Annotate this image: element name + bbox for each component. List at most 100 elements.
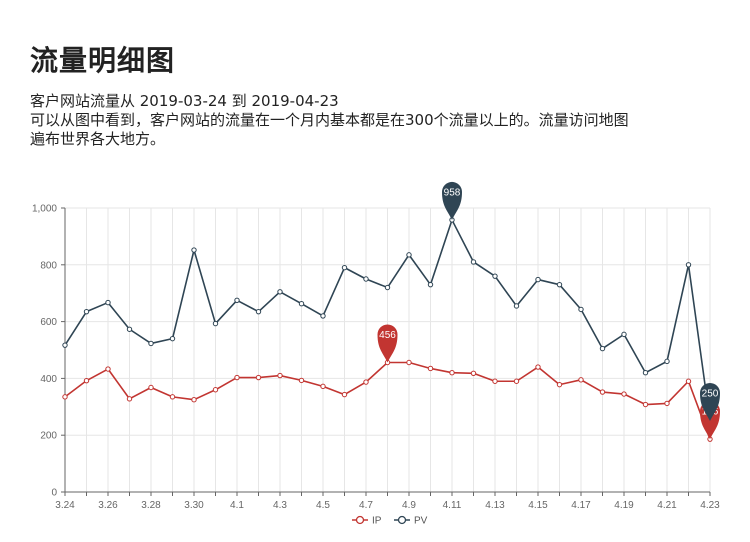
- data-point-pv[interactable]: [255, 308, 262, 315]
- pin-label: 456: [379, 330, 396, 341]
- data-point-pv[interactable]: [599, 345, 606, 352]
- y-tick-label: 800: [40, 260, 57, 271]
- data-point-pv[interactable]: [578, 306, 584, 313]
- data-point-ip[interactable]: [492, 378, 498, 384]
- data-point-pv[interactable]: [664, 358, 670, 365]
- data-point-ip[interactable]: [255, 374, 262, 381]
- data-point-pv[interactable]: [427, 281, 434, 288]
- data-point-pv[interactable]: [535, 276, 541, 283]
- x-tick-label: 3.24: [55, 500, 75, 511]
- data-point-ip[interactable]: [277, 372, 283, 379]
- legend-item-pv[interactable]: PV: [394, 516, 428, 527]
- data-point-pv[interactable]: [492, 273, 498, 279]
- data-point-ip[interactable]: [599, 389, 606, 395]
- data-point-pv[interactable]: [148, 340, 154, 347]
- y-tick-label: 400: [40, 374, 57, 385]
- data-point-pv[interactable]: [513, 303, 520, 309]
- legend: IP PV: [352, 516, 428, 527]
- data-point-ip[interactable]: [234, 374, 240, 381]
- data-point-ip[interactable]: [664, 400, 670, 407]
- axes: 0 200 400 600 800 1,000 3.24 3.26 3.28 3.30 4.1 4.3…: [32, 204, 720, 512]
- data-point-pv[interactable]: [341, 264, 348, 271]
- data-point-ip[interactable]: [685, 378, 692, 384]
- x-tick-label: 4.13: [485, 500, 505, 511]
- data-point-ip[interactable]: [298, 377, 305, 384]
- x-tick-label: 4.5: [316, 500, 330, 511]
- data-point-ip[interactable]: [191, 397, 197, 403]
- description-line-2: 可以从图中看到，客户网站的流量在一个月内基本都是在300个流量以上的。流量访问地…: [30, 110, 629, 129]
- y-tick-label: 1,000: [32, 204, 57, 215]
- data-point-pv[interactable]: [105, 299, 111, 306]
- data-point-pv[interactable]: [621, 331, 627, 338]
- data-point-pv[interactable]: [62, 342, 68, 348]
- pin-label: 958: [444, 187, 461, 198]
- y-tick-label: 200: [40, 431, 57, 442]
- x-tick-label: 4.9: [402, 500, 416, 511]
- x-tick-label: 3.30: [184, 500, 204, 511]
- legend-item-ip[interactable]: IP: [352, 516, 382, 527]
- y-tick-label: 0: [51, 488, 57, 499]
- data-point-ip[interactable]: [406, 359, 412, 366]
- data-point-ip[interactable]: [513, 378, 520, 384]
- page-description: 客户网站流量从 2019-03-24 到 2019-04-23 可以从图中看到，…: [30, 92, 730, 149]
- data-point-ip[interactable]: [578, 377, 584, 383]
- pin-shape: [377, 324, 398, 363]
- data-point-ip[interactable]: [105, 366, 111, 372]
- min-pin-pv: 250: [700, 383, 720, 421]
- legend-label: IP: [372, 516, 382, 527]
- x-tick-label: 4.15: [528, 500, 548, 511]
- data-point-pv[interactable]: [126, 326, 133, 332]
- data-point-ip[interactable]: [470, 370, 477, 376]
- pin-shape: [700, 383, 720, 421]
- data-point-pv[interactable]: [556, 281, 563, 288]
- data-point-ip[interactable]: [62, 394, 68, 400]
- data-point-pv[interactable]: [363, 276, 369, 282]
- page-title: 流量明细图: [30, 44, 176, 77]
- data-point-pv[interactable]: [277, 289, 283, 295]
- data-point-ip[interactable]: [320, 383, 326, 390]
- data-point-ip[interactable]: [126, 396, 133, 402]
- x-tick-label: 4.11: [443, 500, 462, 511]
- x-tick-label: 4.3: [273, 500, 287, 511]
- data-point-pv[interactable]: [191, 247, 197, 253]
- data-point-ip[interactable]: [169, 394, 176, 400]
- data-point-ip[interactable]: [212, 387, 219, 393]
- data-point-pv[interactable]: [320, 313, 326, 319]
- data-point-pv[interactable]: [384, 284, 391, 291]
- legend-marker: [355, 515, 365, 525]
- data-point-ip[interactable]: [535, 364, 541, 370]
- data-point-ip[interactable]: [427, 365, 434, 372]
- data-point-ip[interactable]: [642, 401, 649, 408]
- data-point-pv[interactable]: [298, 301, 305, 307]
- x-tick-label: 4.1: [230, 500, 244, 511]
- data-point-ip[interactable]: [341, 391, 348, 398]
- x-tick-label: 4.17: [571, 500, 591, 511]
- pin-shape: [442, 181, 462, 220]
- pin-label: 250: [702, 389, 719, 400]
- data-point-ip[interactable]: [556, 381, 563, 388]
- description-line-1: 客户网站流量从 2019-03-24 到 2019-04-23: [30, 91, 339, 110]
- data-point-pv[interactable]: [169, 335, 176, 342]
- marker-pins: 456186958250: [377, 181, 720, 440]
- data-point-ip[interactable]: [449, 370, 455, 376]
- data-point-ip[interactable]: [363, 379, 369, 385]
- data-point-ip[interactable]: [83, 377, 90, 384]
- header: 流量明细图 客户网站流量从 2019-03-24 到 2019-04-23 可以…: [30, 44, 730, 149]
- data-point-ip[interactable]: [148, 384, 154, 391]
- x-tick-label: 4.23: [700, 500, 720, 511]
- data-point-pv[interactable]: [685, 262, 692, 268]
- data-point-pv[interactable]: [406, 252, 412, 258]
- description-line-3: 遍布世界各大地方。: [30, 129, 166, 148]
- data-point-ip[interactable]: [621, 391, 627, 397]
- legend-label: PV: [414, 516, 428, 527]
- legend-marker: [397, 515, 407, 525]
- data-point-pv[interactable]: [212, 320, 219, 327]
- data-point-pv[interactable]: [470, 259, 477, 265]
- data-point-pv[interactable]: [234, 297, 240, 303]
- data-point-pv[interactable]: [83, 308, 90, 315]
- max-pin-ip: 456: [377, 324, 398, 363]
- data-point-pv[interactable]: [642, 370, 649, 376]
- y-tick-label: 600: [40, 317, 57, 328]
- x-tick-label: 3.28: [141, 500, 161, 511]
